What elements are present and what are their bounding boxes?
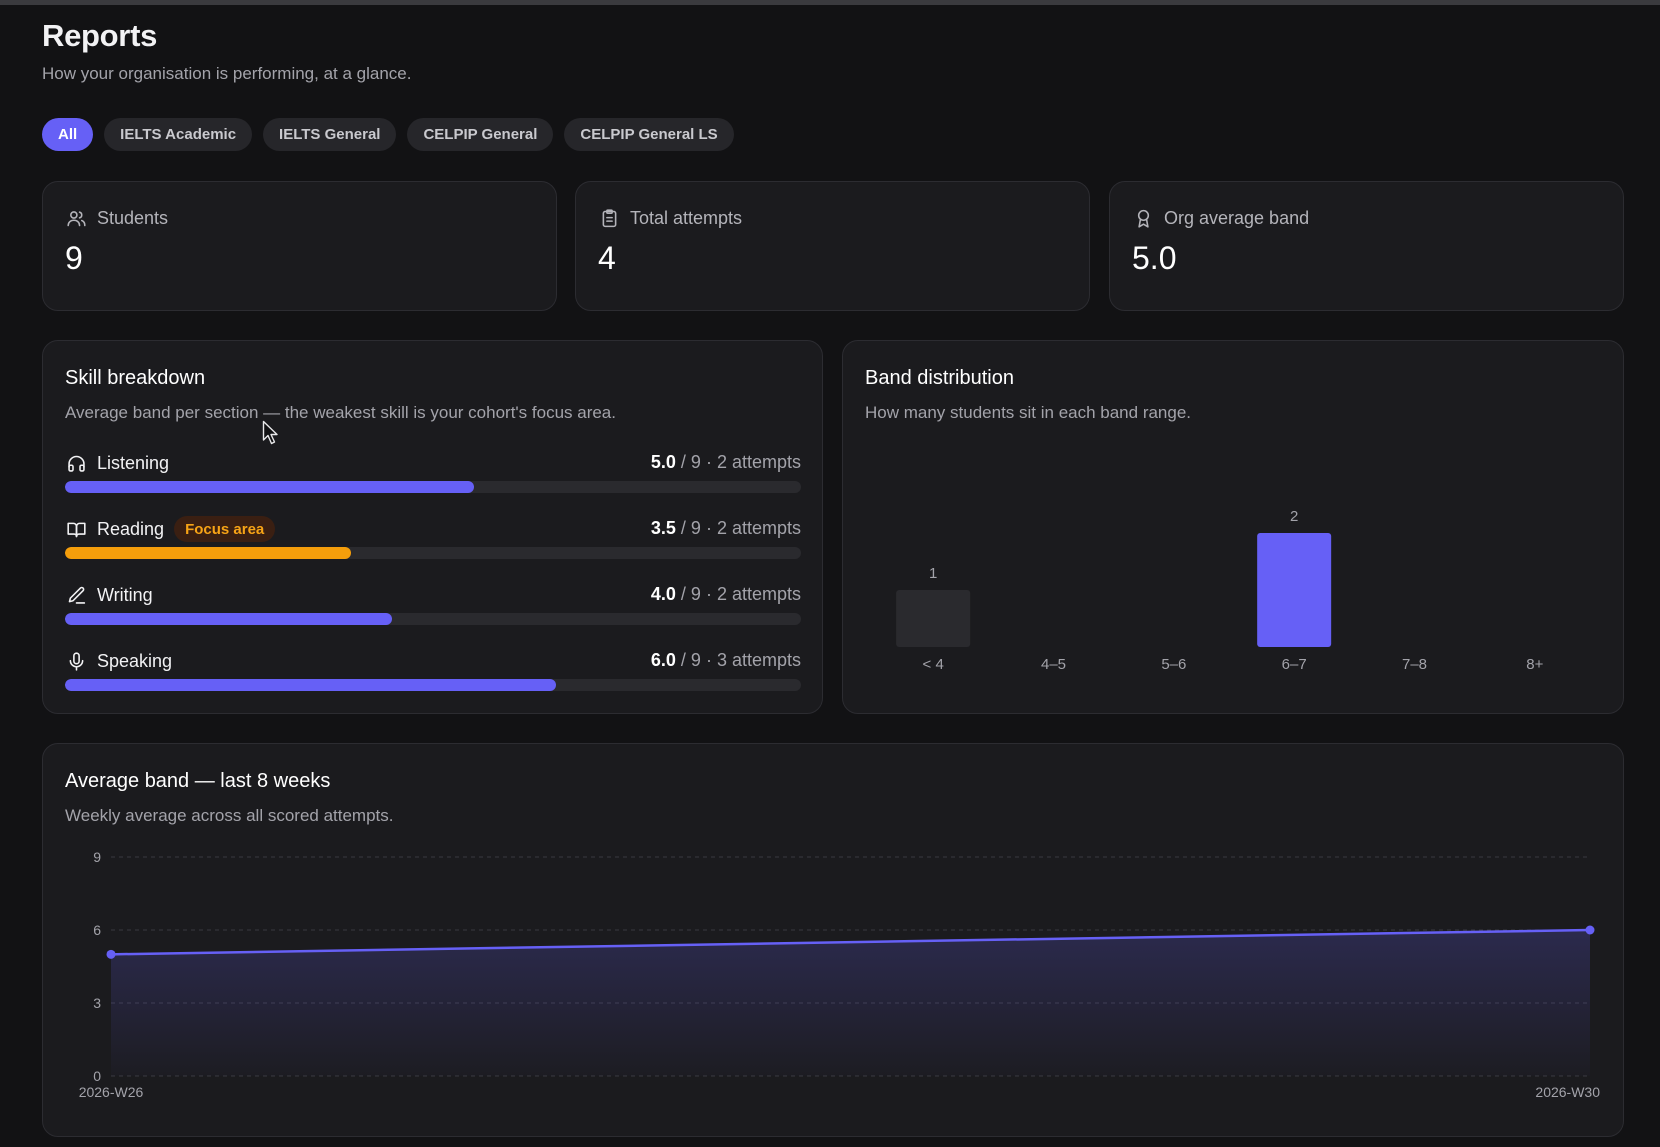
skill-progress-bar — [65, 679, 556, 691]
mic-icon — [65, 650, 87, 672]
stat-label: Total attempts — [630, 207, 743, 228]
band-category-label: 4–5 — [1041, 656, 1066, 673]
skill-score: 4.0 / 9 · 2 attempts — [650, 584, 801, 604]
trend-area — [111, 930, 1590, 1076]
y-tick-label: 3 — [93, 995, 101, 1011]
focus-area-badge: Focus area — [174, 516, 276, 542]
band-bar — [896, 590, 971, 647]
stat-value: 4 — [598, 240, 616, 276]
band-bar-label: 2 — [1290, 508, 1298, 525]
pen-icon — [65, 584, 87, 606]
band-distribution-card: Band distribution How many students sit … — [842, 340, 1624, 714]
skill-name: Speaking — [97, 650, 173, 671]
band-bar — [1257, 533, 1332, 647]
band-category-label: 6–7 — [1282, 656, 1307, 673]
x-tick-label: 2026-W30 — [1535, 1084, 1600, 1100]
headphones-icon — [65, 452, 87, 474]
filter-chip-ielts-academic[interactable]: IELTS Academic — [104, 118, 253, 151]
award-icon — [1132, 207, 1154, 229]
skill-progress-track — [65, 481, 801, 493]
skill-name: Listening — [97, 452, 170, 473]
stat-card-students: Students 9 — [42, 181, 557, 311]
skill-row-writing: Writing 4.0 / 9 · 2 attempts — [65, 581, 801, 641]
skill-progress-bar — [65, 481, 474, 493]
trend-description: Weekly average across all scored attempt… — [65, 806, 394, 825]
users-icon — [65, 207, 87, 229]
trend-point — [106, 949, 116, 959]
band-category-label: < 4 — [923, 656, 944, 673]
band-distribution-title: Band distribution — [865, 367, 1014, 389]
band-distribution-description: How many students sit in each band range… — [865, 403, 1192, 422]
skill-breakdown-title: Skill breakdown — [65, 367, 206, 389]
band-category-label: 8+ — [1526, 656, 1543, 673]
skill-progress-track — [65, 679, 801, 691]
skill-score: 5.0 / 9 · 2 attempts — [650, 452, 801, 472]
filter-chip-all[interactable]: All — [42, 118, 94, 151]
band-bar-label: 1 — [929, 565, 937, 582]
filter-chip-ielts-general[interactable]: IELTS General — [263, 118, 397, 151]
window-top-border — [0, 0, 1660, 5]
stat-value: 5.0 — [1132, 240, 1177, 276]
x-tick-label: 2026-W26 — [79, 1084, 144, 1100]
skill-progress-bar — [65, 613, 393, 625]
skill-breakdown-description: Average band per section — the weakest s… — [65, 403, 616, 422]
exam-filter-chips: All IELTS Academic IELTS General CELPIP … — [42, 118, 734, 151]
skill-progress-bar — [65, 547, 352, 559]
stat-card-total-attempts: Total attempts 4 — [575, 181, 1090, 311]
filter-chip-celpip-general-ls[interactable]: CELPIP General LS — [564, 118, 734, 151]
skill-row-speaking: Speaking 6.0 / 9 · 3 attempts — [65, 647, 801, 707]
band-category-label: 7–8 — [1402, 656, 1427, 673]
book-open-icon — [65, 518, 87, 540]
skill-row-reading: Reading Focus area 3.5 / 9 · 2 attempts — [65, 515, 801, 575]
skill-score: 3.5 / 9 · 2 attempts — [650, 518, 801, 538]
stat-label: Students — [97, 207, 169, 228]
skill-name: Writing — [97, 584, 153, 605]
page-subtitle: How your organisation is performing, at … — [42, 64, 412, 83]
skill-progress-track — [65, 547, 801, 559]
page-title: Reports — [42, 18, 158, 53]
y-tick-label: 6 — [93, 922, 101, 938]
trend-point — [1585, 925, 1595, 935]
band-distribution-chart: 1 < 4 4–5 5–6 2 6–7 7–8 8+ — [896, 508, 1544, 673]
skill-row-listening: Listening 5.0 / 9 · 2 attempts — [65, 449, 801, 509]
trend-line — [110, 928, 1591, 956]
stat-card-org-average-band: Org average band 5.0 — [1109, 181, 1624, 311]
skill-breakdown-card: Skill breakdown Average band per section… — [42, 340, 823, 714]
average-band-trend-card: Average band — last 8 weeks Weekly avera… — [42, 743, 1624, 1137]
skill-name: Reading — [97, 518, 165, 539]
clipboard-icon — [598, 207, 620, 229]
filter-chip-celpip-general[interactable]: CELPIP General — [407, 118, 554, 151]
average-band-line-chart: 0 3 6 9 2026-W26 2026-W30 — [79, 849, 1601, 1100]
skill-score: 6.0 / 9 · 3 attempts — [650, 650, 801, 670]
band-category-label: 5–6 — [1161, 656, 1186, 673]
y-tick-label: 0 — [93, 1068, 101, 1084]
mouse-cursor-icon — [262, 420, 278, 445]
skill-progress-track — [65, 613, 801, 625]
trend-title: Average band — last 8 weeks — [65, 770, 331, 792]
stat-value: 9 — [65, 240, 83, 276]
y-tick-label: 9 — [93, 849, 101, 865]
stat-label: Org average band — [1164, 207, 1310, 228]
